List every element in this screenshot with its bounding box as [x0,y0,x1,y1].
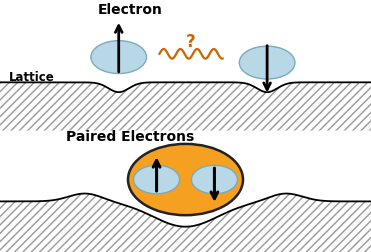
Circle shape [134,166,180,194]
Text: Paired Electrons: Paired Electrons [66,130,194,143]
Circle shape [239,47,295,80]
Circle shape [128,144,243,215]
Text: Lattice: Lattice [9,71,55,84]
Text: Electron: Electron [98,3,162,17]
Circle shape [191,166,237,194]
Text: ?: ? [186,33,196,50]
Circle shape [91,42,147,74]
